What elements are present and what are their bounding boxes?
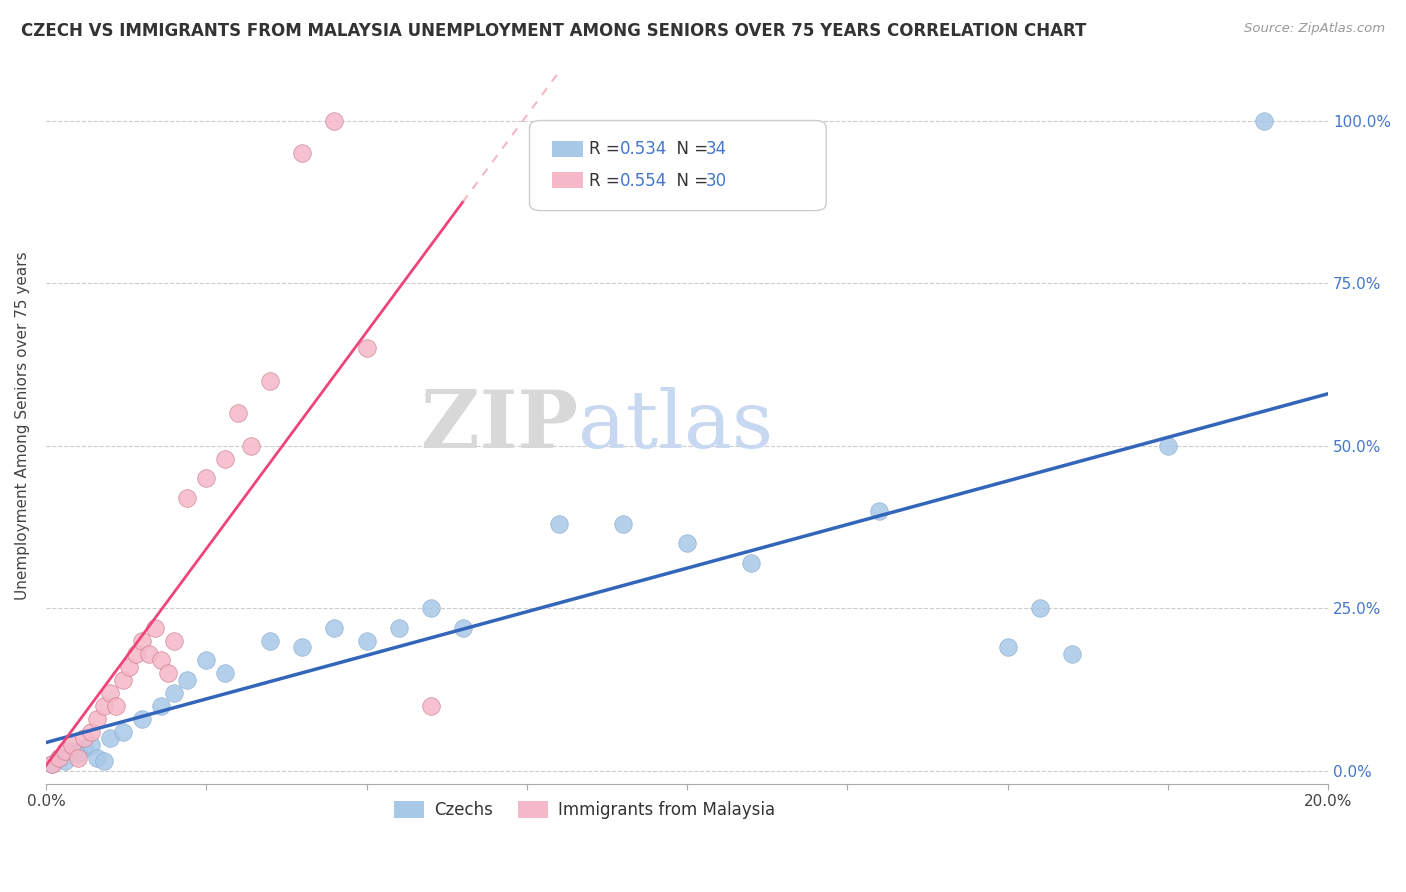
Point	[98, 731, 121, 746]
Point	[259, 374, 281, 388]
Point	[163, 686, 186, 700]
Point	[93, 698, 115, 713]
Point	[997, 640, 1019, 655]
Text: CZECH VS IMMIGRANTS FROM MALAYSIA UNEMPLOYMENT AMONG SENIORS OVER 75 YEARS CORRE: CZECH VS IMMIGRANTS FROM MALAYSIA UNEMPL…	[21, 22, 1087, 40]
Point	[214, 451, 236, 466]
Point	[41, 757, 63, 772]
Point	[195, 471, 218, 485]
Point	[240, 439, 263, 453]
Point	[150, 698, 173, 713]
Point	[111, 673, 134, 687]
Point	[118, 659, 141, 673]
Text: ZIP: ZIP	[420, 387, 578, 465]
Point	[291, 146, 314, 161]
Text: 0.554: 0.554	[620, 172, 666, 190]
Text: 34: 34	[706, 140, 727, 158]
Point	[125, 647, 148, 661]
Point	[676, 536, 699, 550]
Point	[80, 738, 103, 752]
Point	[48, 750, 70, 764]
Point	[176, 491, 198, 505]
Point	[740, 556, 762, 570]
Point	[214, 666, 236, 681]
Point	[356, 633, 378, 648]
Point	[53, 744, 76, 758]
Point	[419, 698, 441, 713]
Text: N =: N =	[666, 172, 713, 190]
Legend: Czechs, Immigrants from Malaysia: Czechs, Immigrants from Malaysia	[387, 794, 782, 825]
Point	[868, 503, 890, 517]
Point	[612, 516, 634, 531]
Point	[105, 698, 128, 713]
Point	[547, 516, 569, 531]
Text: R =: R =	[589, 172, 624, 190]
Point	[356, 341, 378, 355]
Point	[1028, 601, 1050, 615]
Point	[66, 747, 89, 762]
Point	[66, 750, 89, 764]
Point	[111, 724, 134, 739]
Point	[163, 633, 186, 648]
Point	[291, 640, 314, 655]
Point	[259, 633, 281, 648]
Point	[1157, 439, 1180, 453]
Point	[73, 741, 96, 756]
Point	[60, 744, 83, 758]
Text: atlas: atlas	[578, 387, 773, 465]
Text: 0.534: 0.534	[620, 140, 666, 158]
Point	[1060, 647, 1083, 661]
Point	[451, 621, 474, 635]
Y-axis label: Unemployment Among Seniors over 75 years: Unemployment Among Seniors over 75 years	[15, 252, 30, 600]
Point	[73, 731, 96, 746]
Point	[60, 738, 83, 752]
Point	[156, 666, 179, 681]
Point	[41, 757, 63, 772]
Point	[226, 406, 249, 420]
Text: R =: R =	[589, 140, 624, 158]
Point	[131, 712, 153, 726]
Point	[98, 686, 121, 700]
Point	[143, 621, 166, 635]
Text: N =: N =	[666, 140, 713, 158]
Point	[323, 621, 346, 635]
Text: 30: 30	[706, 172, 727, 190]
Point	[195, 653, 218, 667]
Point	[1253, 113, 1275, 128]
Point	[53, 754, 76, 768]
Point	[138, 647, 160, 661]
Point	[80, 724, 103, 739]
Point	[93, 754, 115, 768]
Point	[323, 113, 346, 128]
Point	[86, 750, 108, 764]
Point	[86, 712, 108, 726]
Point	[387, 621, 409, 635]
Point	[150, 653, 173, 667]
Text: Source: ZipAtlas.com: Source: ZipAtlas.com	[1244, 22, 1385, 36]
Point	[131, 633, 153, 648]
Point	[48, 750, 70, 764]
Point	[419, 601, 441, 615]
Point	[176, 673, 198, 687]
